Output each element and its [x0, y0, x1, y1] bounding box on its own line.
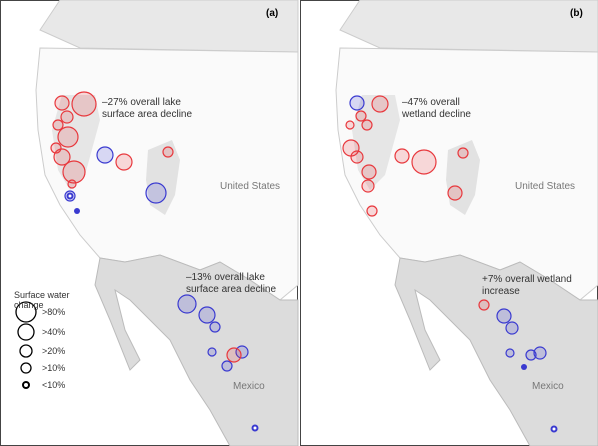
site-circle	[60, 110, 74, 124]
mexico	[94, 254, 299, 446]
basin	[352, 95, 400, 190]
site-circle	[235, 345, 249, 359]
site-circle	[394, 148, 410, 164]
legend-box	[8, 285, 74, 397]
legend-label: <10%	[42, 380, 66, 390]
site-circle	[411, 149, 437, 175]
site-circle	[345, 120, 355, 130]
site-circle	[478, 299, 490, 311]
legend-symbol	[19, 344, 33, 358]
site-circle	[221, 360, 233, 372]
legend-symbol	[17, 323, 35, 341]
legend-symbol	[22, 381, 30, 389]
place-label: Mexico	[233, 381, 265, 392]
site-circle	[53, 148, 71, 166]
site-circle	[207, 347, 217, 357]
place-label: United States	[515, 181, 576, 192]
site-circle	[350, 150, 364, 164]
legend-symbol	[15, 301, 37, 323]
site-circle	[457, 147, 469, 159]
mexico	[394, 254, 598, 446]
site-circle	[366, 205, 378, 217]
site-circle	[371, 95, 389, 113]
place-label: United States	[220, 181, 281, 192]
site-circle	[198, 306, 216, 324]
canada	[39, 0, 299, 53]
place-label: Mexico	[532, 381, 564, 392]
legend-symbol	[20, 362, 32, 374]
site-circle	[177, 294, 197, 314]
site-circle	[226, 347, 242, 363]
site-circle	[496, 308, 512, 324]
site-circle	[361, 179, 375, 193]
site-circle	[54, 95, 70, 111]
site-circle	[505, 321, 519, 335]
panel-label: (b)	[570, 8, 583, 19]
annotation: –27% overall lake surface area decline	[102, 97, 193, 120]
site-circle	[447, 185, 463, 201]
panel-label: (a)	[266, 8, 279, 19]
site-circle	[52, 119, 64, 131]
site-circle	[96, 146, 114, 164]
canada	[339, 0, 598, 53]
site-dot	[521, 364, 527, 370]
site-circle	[57, 126, 79, 148]
legend-label: >40%	[42, 327, 66, 337]
site-circle	[145, 182, 167, 204]
site-circle	[71, 91, 97, 117]
basin	[446, 140, 480, 215]
legend-label: >80%	[42, 307, 66, 317]
annotation: –13% overall lake surface area decline	[186, 272, 277, 295]
site-circle	[361, 119, 373, 131]
site-ring	[251, 424, 259, 432]
site-ring	[66, 192, 74, 200]
site-circle	[50, 142, 62, 154]
site-circle	[533, 346, 547, 360]
site-circle	[209, 321, 221, 333]
legend-label: >10%	[42, 363, 66, 373]
site-circle	[62, 160, 86, 184]
site-circle	[349, 95, 365, 111]
basin	[146, 140, 180, 215]
site-dot	[74, 208, 80, 214]
site-circle	[505, 348, 515, 358]
annotation: +7% overall wetland increase	[482, 274, 572, 297]
legend-title: Surface water change	[14, 290, 70, 310]
site-circle	[67, 179, 77, 189]
site-ring	[550, 425, 558, 433]
site-circle	[115, 153, 133, 171]
site-circle	[162, 146, 174, 158]
site-circle	[355, 110, 367, 122]
site-circle	[361, 164, 377, 180]
legend-label: >20%	[42, 346, 66, 356]
annotation: –47% overall wetland decline	[402, 97, 471, 120]
